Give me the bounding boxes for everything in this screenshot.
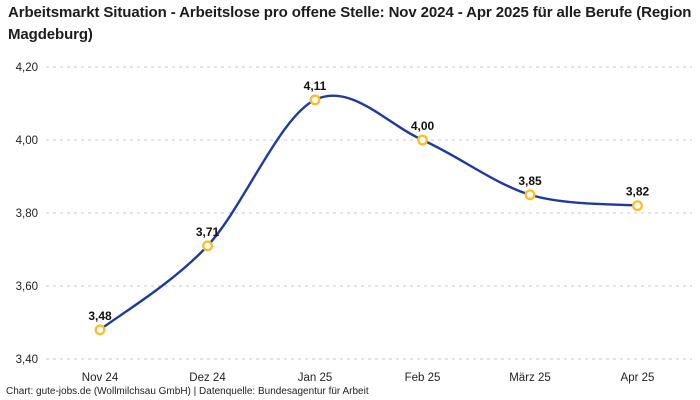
data-point-marker [309, 94, 321, 106]
y-axis-tick-label: 3,40 [16, 354, 38, 366]
data-point-marker [632, 200, 643, 212]
chart-title: Arbeitsmarkt Situation - Arbeitslose pro… [8, 4, 692, 43]
x-axis-tick-label: Jan 25 [298, 372, 333, 384]
x-axis-tick-label: März 25 [509, 372, 551, 384]
data-point-label: 3,85 [518, 174, 542, 188]
x-axis-tick-label: Dez 24 [189, 372, 226, 384]
y-axis-tick-label: 3,80 [16, 208, 38, 220]
y-axis-tick-label: 3,60 [16, 281, 38, 293]
data-point-label: 4,00 [411, 119, 435, 133]
data-point-marker [202, 240, 213, 252]
y-axis-tick-label: 4,00 [16, 135, 38, 147]
data-point-marker [417, 134, 428, 146]
data-point-label: 3,48 [88, 309, 112, 323]
data-point-marker [94, 324, 106, 336]
data-point-marker [524, 189, 536, 201]
x-axis-tick-label: Nov 24 [82, 372, 119, 384]
y-axis-tick-label: 4,20 [16, 62, 38, 74]
chart-attribution: Chart: gute-jobs.de (Wollmilchsau GmbH) … [6, 386, 369, 397]
data-point-label: 3,71 [196, 225, 220, 239]
x-axis-tick-label: Apr 25 [621, 372, 655, 384]
data-point-label: 4,11 [304, 79, 327, 93]
data-point-label: 3,82 [626, 185, 650, 199]
x-axis-tick-label: Feb 25 [405, 372, 441, 384]
